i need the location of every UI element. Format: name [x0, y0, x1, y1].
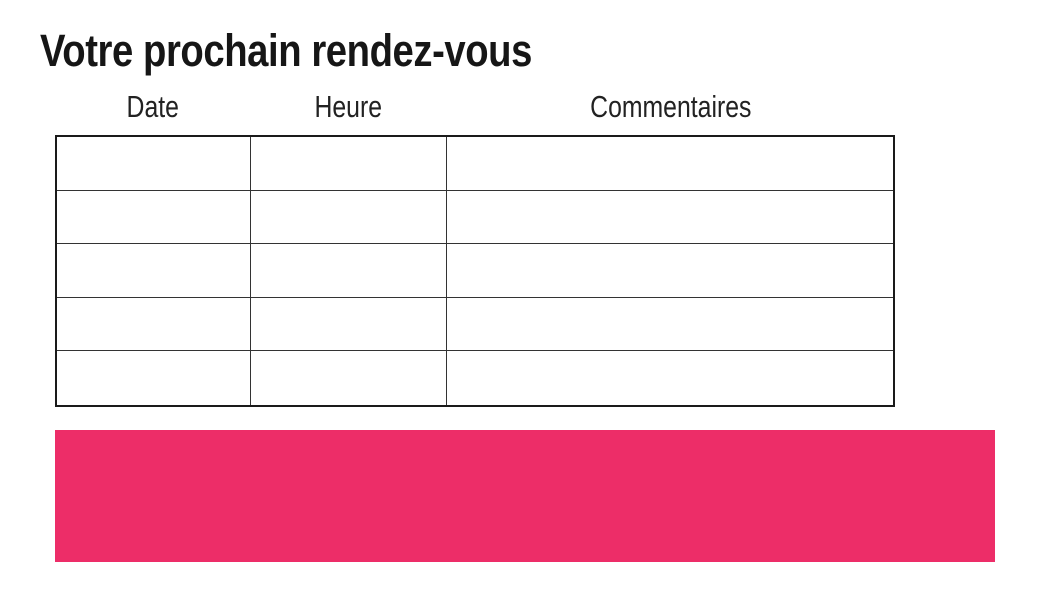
table-cell-heure-row1	[251, 137, 447, 191]
page-title: Votre prochain rendez-vous	[40, 25, 532, 76]
table-cell-date-row2	[57, 190, 251, 245]
table-cell-commentaires-row2	[447, 191, 893, 245]
table-cell-heure-row2	[251, 190, 447, 245]
table-cell-heure-row3	[251, 244, 447, 298]
table-cell-commentaires-row1	[447, 137, 893, 191]
table-cell-date-row3	[57, 244, 251, 298]
table-cell-commentaires-row5	[447, 351, 893, 405]
pink-banner	[55, 430, 995, 562]
table-cell-date-row4	[57, 297, 251, 352]
column-header-commentaires: Commentaires	[446, 91, 895, 123]
table-cell-heure-row4	[251, 297, 447, 352]
appointments-table	[55, 135, 895, 407]
table-cell-commentaires-row4	[447, 298, 893, 352]
column-header-heure: Heure	[250, 91, 446, 123]
table-cell-date-row1	[57, 137, 251, 191]
column-header-date: Date	[55, 91, 250, 123]
column-header-date-label: Date	[126, 89, 179, 124]
table-cell-commentaires-row3	[447, 244, 893, 298]
table-cell-heure-row5	[251, 351, 447, 405]
column-header-commentaires-label: Commentaires	[589, 89, 752, 124]
table-header-row: Date Heure Commentaires	[55, 91, 895, 123]
column-header-heure-label: Heure	[314, 89, 382, 124]
table-cell-date-row5	[57, 351, 251, 405]
